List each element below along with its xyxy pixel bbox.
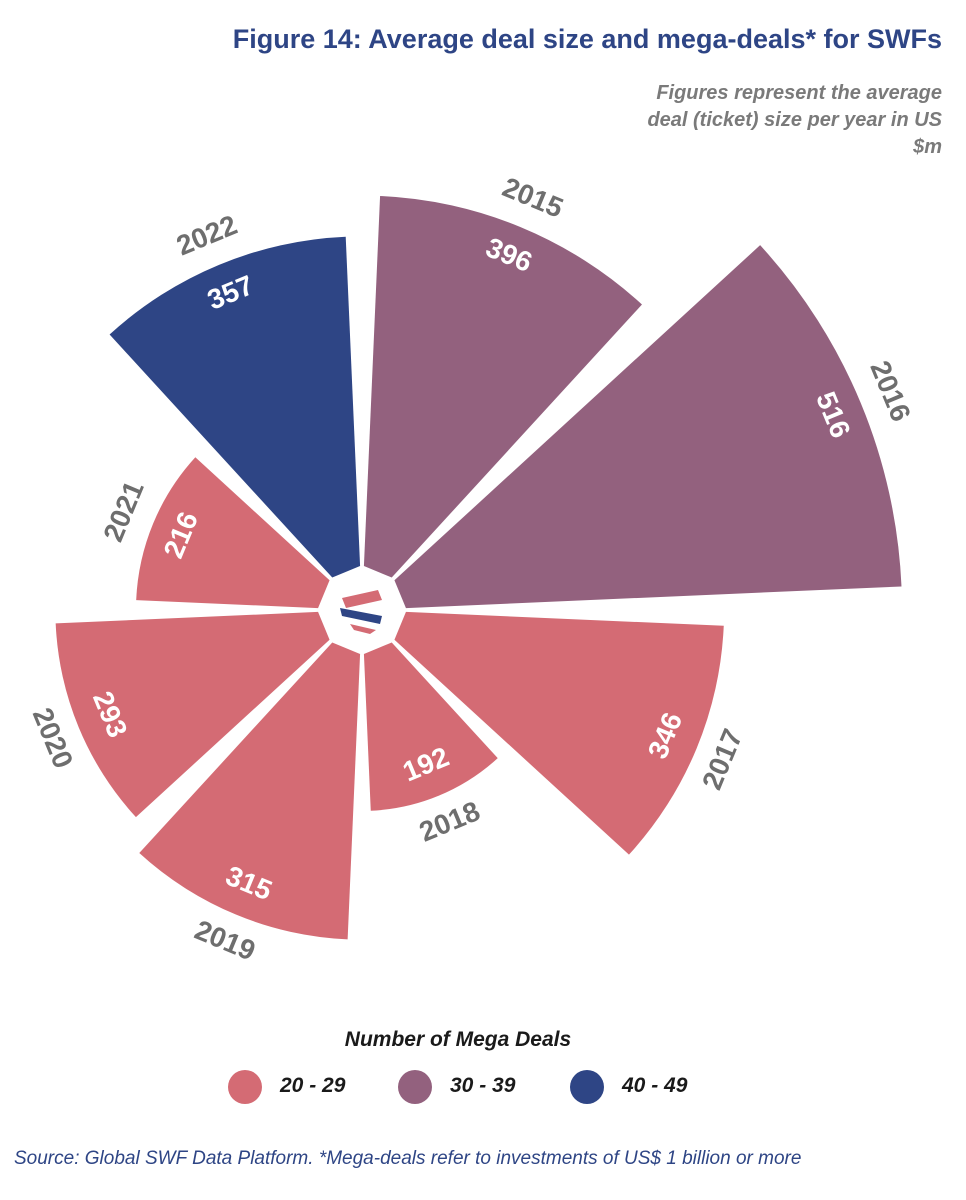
legend-label-40-49: 40 - 49: [622, 1074, 688, 1097]
legend-title: Number of Mega Deals: [344, 1028, 572, 1051]
year-label-2020: 2020: [27, 703, 79, 772]
wedge-2020: [55, 611, 330, 818]
wedge-2021: [136, 457, 330, 609]
year-label-2019: 2019: [190, 914, 259, 966]
wedge-2022: [109, 236, 361, 578]
chart-subtitle: Figures represent the average deal (tick…: [647, 82, 942, 158]
legend: 20 - 29 30 - 39 40 - 49: [228, 1068, 748, 1108]
center-logo: [322, 570, 402, 650]
wedge-2019: [139, 642, 361, 940]
source-note: Source: Global SWF Data Platform. *Mega-…: [14, 1148, 802, 1169]
legend-swatch-30-39: [398, 1070, 432, 1104]
legend-swatch-40-49: [570, 1070, 604, 1104]
wedge-2016: [394, 245, 902, 609]
legend-label-30-39: 30 - 39: [450, 1074, 516, 1097]
year-label-2015: 2015: [498, 171, 567, 223]
year-label-2022: 2022: [172, 209, 241, 261]
wedge-2015: [363, 195, 642, 578]
legend-label-20-29: 20 - 29: [280, 1074, 346, 1097]
year-label-2021: 2021: [97, 476, 149, 545]
year-label-2016: 2016: [864, 356, 916, 425]
chart-title: Figure 14: Average deal size and mega-de…: [232, 24, 942, 54]
year-label-2018: 2018: [415, 795, 484, 847]
wedge-2017: [394, 611, 724, 855]
year-label-2017: 2017: [696, 725, 748, 794]
wedge-2018: [363, 642, 498, 811]
legend-swatch-20-29: [228, 1070, 262, 1104]
